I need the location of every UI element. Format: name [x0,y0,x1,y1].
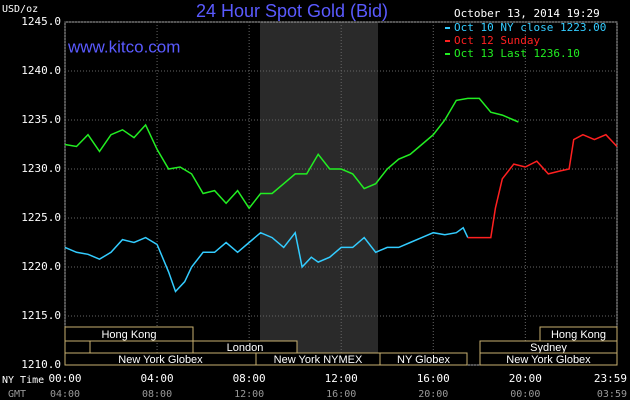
session-box [64,340,91,354]
session-label: Hong Kong [101,329,156,341]
y-tick-label: 1235.0 [21,113,61,126]
y-tick-label: 1225.0 [21,211,61,224]
y-tick-label: 1215.0 [21,309,61,322]
x-tick-label: 16:00 [417,372,450,385]
watermark: www.kitco.com [67,37,180,56]
y-tick-label: 1220.0 [21,260,61,273]
session-label: NY Globex [397,354,450,366]
x-tick-label: 08:00 [233,372,266,385]
y-tick-label: 1245.0 [21,15,61,28]
gmt-tick-label: 04:00 [50,389,80,400]
gmt-tick-label: 00:00 [510,389,540,400]
gmt-tick-label: 03:59 [597,389,627,400]
session-label: Sydney [530,342,567,354]
price-line [467,133,618,239]
trading-hours-shade [260,22,378,365]
y-tick-label: 1240.0 [21,64,61,77]
legend-label: Oct 12 Sunday [454,34,540,47]
session-label: Hong Kong [551,329,606,341]
session-box [64,326,194,342]
price-line [64,226,469,293]
x-axis-label-gmt: GMT [8,389,26,400]
gmt-tick-label: 20:00 [418,389,448,400]
session-box [379,352,468,366]
timestamp: October 13, 2014 19:29 [454,7,600,20]
x-tick-label: 20:00 [509,372,542,385]
session-label: New York Globex [506,354,591,366]
session-label: New York NYMEX [274,354,363,366]
y-axis-label: USD/oz [2,4,38,15]
x-axis-label-ny: NY Time [2,375,44,386]
gmt-tick-label: 08:00 [142,389,172,400]
legend-label: Oct 13 Last 1236.10 [454,47,580,60]
session-label: London [227,342,264,354]
session-box [479,352,618,366]
session-label: New York Globex [118,354,203,366]
x-tick-label: 23:59 [594,372,627,385]
y-tick-label: 1230.0 [21,162,61,175]
x-tick-label: 12:00 [325,372,358,385]
gmt-tick-label: 12:00 [234,389,264,400]
y-tick-label: 1210.0 [21,358,61,371]
gmt-tick-label: 16:00 [326,389,356,400]
x-tick-label: 04:00 [141,372,174,385]
legend-label: Oct 10 NY close 1223.00 [454,21,606,34]
price-line [64,97,519,210]
x-tick-label: 00:00 [48,372,81,385]
chart-title: 24 Hour Spot Gold (Bid) [196,1,388,21]
